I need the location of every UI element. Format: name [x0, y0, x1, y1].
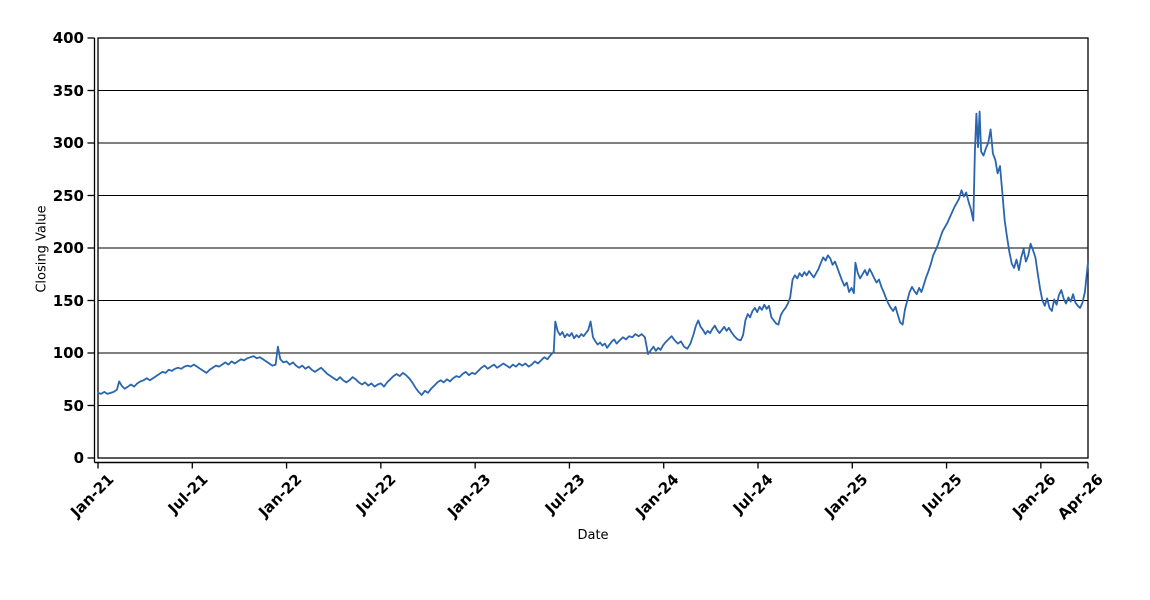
y-tick-label-400: 400: [52, 29, 84, 47]
y-tick-label-250: 250: [52, 186, 84, 205]
y-tick-label-100: 100: [52, 344, 84, 362]
y-tick-label-350: 350: [52, 81, 84, 100]
y-tick-label-300: 300: [52, 134, 84, 152]
y-tick-label-150: 150: [52, 291, 84, 310]
closing-value-series-line: [97, 110, 1089, 396]
y-axis-title: Closing Value: [34, 205, 50, 293]
x-axis-title: Date: [577, 528, 609, 543]
y-tick-label-0: 0: [73, 449, 84, 467]
y-tick-label-50: 50: [63, 396, 84, 415]
plot-border: [97, 37, 1089, 459]
y-tick-label-200: 200: [52, 239, 84, 257]
